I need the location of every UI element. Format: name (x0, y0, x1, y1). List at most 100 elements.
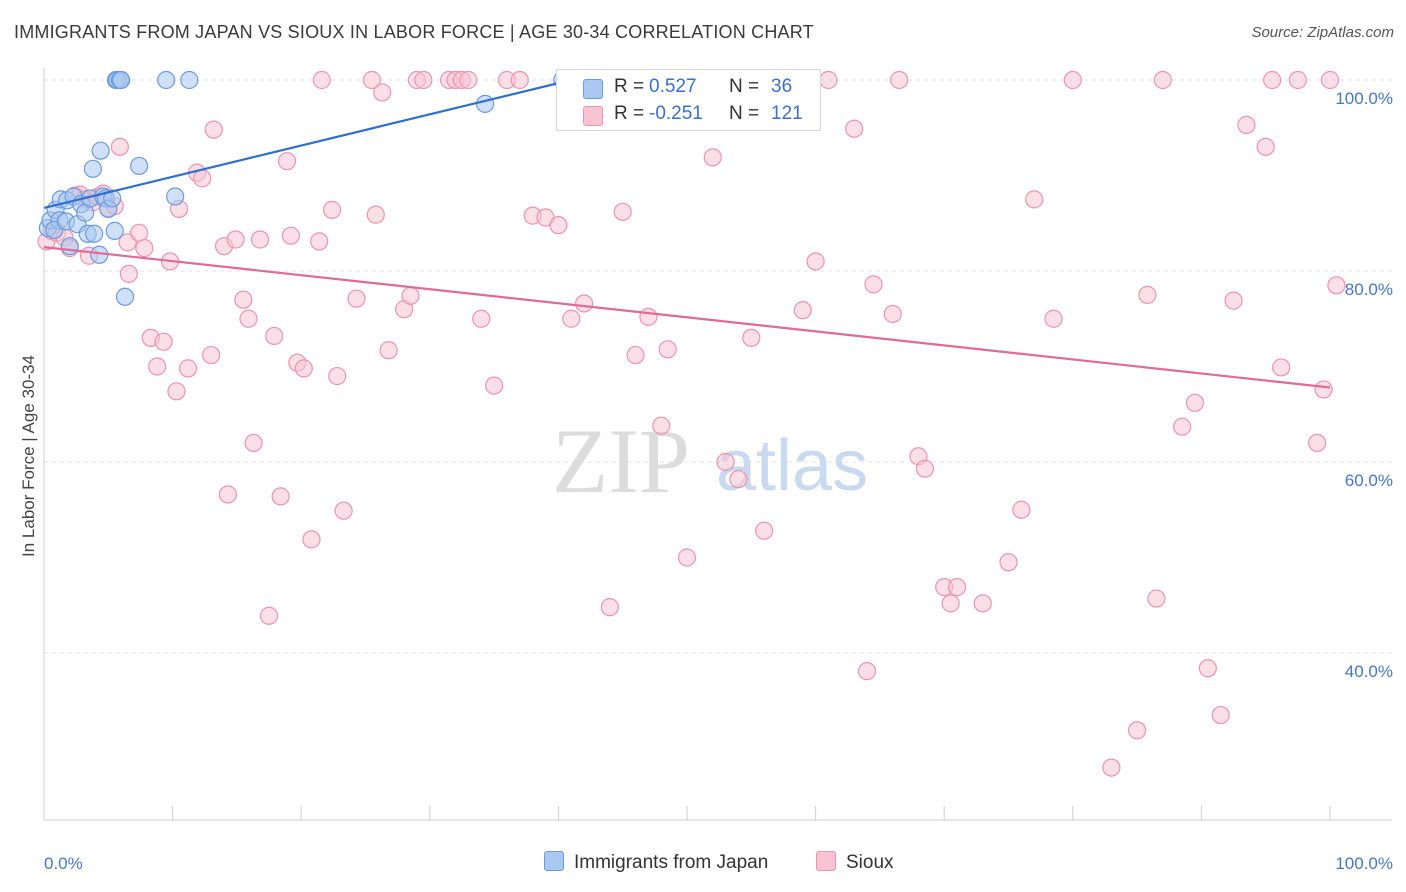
sioux-point (265, 326, 284, 346)
sioux-point (999, 553, 1018, 572)
tick-labels: 40.0% 60.0% 80.0% 100.0% 0.0% 100.0% (44, 89, 1393, 873)
sioux-point (1314, 380, 1333, 399)
sioux-point (234, 290, 253, 309)
sioux-point (806, 252, 825, 271)
japan-point (157, 70, 176, 90)
sioux-point (1288, 70, 1307, 90)
sioux-point (148, 357, 167, 376)
watermark: ZIP atlas (552, 410, 868, 512)
sioux-point (193, 169, 212, 188)
sioux-point (1173, 417, 1192, 436)
sioux-point (1256, 137, 1275, 156)
japan-point (130, 156, 149, 176)
sioux-point (1272, 358, 1291, 377)
sioux-point (1044, 309, 1063, 328)
japan-point (85, 224, 104, 243)
sioux-point (729, 470, 748, 489)
sioux-point (510, 70, 529, 90)
grid-lines (44, 79, 1392, 654)
y-tick-label: 80.0% (1345, 280, 1393, 299)
sioux-point (857, 662, 877, 681)
sioux-point (226, 230, 245, 249)
sioux-point (947, 578, 967, 597)
sioux-point (347, 289, 366, 308)
sioux-point (485, 376, 504, 395)
sioux-point (1102, 758, 1121, 777)
sioux-point (244, 433, 263, 452)
sioux-point (1147, 589, 1166, 608)
sioux-point (626, 345, 645, 365)
x-tick-label: 100.0% (1335, 854, 1393, 873)
sioux-point (119, 264, 138, 283)
sioux-point (1153, 70, 1172, 90)
axes (43, 68, 1392, 821)
legend-r-value: -0.251 (649, 103, 703, 124)
legend-n-value: 121 (771, 103, 803, 124)
sioux-point (1327, 276, 1346, 295)
chart-title: IMMIGRANTS FROM JAPAN VS SIOUX IN LABOR … (14, 22, 814, 42)
legend-swatch-sioux (583, 106, 603, 126)
sioux-point (1012, 500, 1031, 519)
sioux-point (281, 226, 301, 245)
legend-n-value: 36 (771, 76, 793, 97)
sioux-point (1063, 70, 1082, 90)
bottom-legend-sioux: Sioux (816, 851, 894, 874)
legend-n-label: N = (729, 76, 760, 97)
sioux-point (110, 137, 129, 156)
japan-point (112, 70, 131, 90)
sioux-point (379, 341, 398, 360)
sioux-point (793, 301, 812, 320)
sioux-point (1025, 190, 1044, 209)
japan-point (83, 159, 102, 178)
sioux-point (890, 70, 909, 90)
sioux-point (845, 119, 864, 138)
sioux-point (178, 359, 198, 378)
sioux-point (677, 548, 697, 567)
sioux-point (322, 200, 342, 219)
sioux-point (1263, 70, 1282, 90)
sioux-point (362, 70, 382, 90)
japan-point (180, 70, 199, 90)
japan-point (91, 141, 110, 160)
sioux-point (328, 366, 347, 386)
sioux-point (883, 304, 902, 324)
sioux-point (549, 216, 568, 235)
sioux-point (600, 598, 619, 617)
sioux-point (658, 340, 677, 359)
sioux-point (414, 70, 433, 90)
sioux-point (716, 452, 735, 472)
bottom-legend-label-japan: Immigrants from Japan (574, 852, 769, 873)
sioux-point (1320, 70, 1340, 90)
sioux-point (613, 202, 632, 221)
legend: R = 0.527 N = 36 R = -0.251 N = 121 (556, 69, 821, 131)
legend-row-sioux: R = -0.251 N = 121 (557, 101, 820, 127)
sioux-point (941, 594, 960, 613)
sioux-point (915, 459, 935, 478)
japan-point (115, 287, 135, 306)
sioux-point (277, 152, 297, 171)
sioux-point (250, 230, 270, 249)
sioux-point (459, 70, 478, 90)
sioux-point (401, 286, 420, 305)
sioux-point (302, 530, 321, 549)
x-tick-label: 0.0% (44, 854, 83, 873)
y-tick-label: 40.0% (1345, 662, 1393, 681)
y-axis-title: In Labor Force | Age 30-34 (19, 355, 38, 557)
sioux-point (135, 238, 154, 258)
bottom-legend-japan: Immigrants from Japan (544, 851, 768, 874)
sioux-point (1308, 433, 1327, 452)
sioux-point (334, 501, 353, 520)
sioux-point (202, 345, 221, 365)
japan-trend-line (43, 78, 572, 210)
sioux-point (575, 294, 594, 313)
legend-r-value: 0.527 (649, 76, 697, 97)
y-tick-label: 60.0% (1345, 471, 1393, 490)
watermark-atlas: atlas (716, 426, 868, 506)
sioux-point (819, 70, 838, 90)
sioux-point (703, 148, 722, 167)
legend-n-label: N = (729, 103, 760, 124)
sioux-point (154, 332, 173, 351)
sioux-point (1211, 705, 1230, 725)
sioux-trend-line (43, 246, 1331, 389)
